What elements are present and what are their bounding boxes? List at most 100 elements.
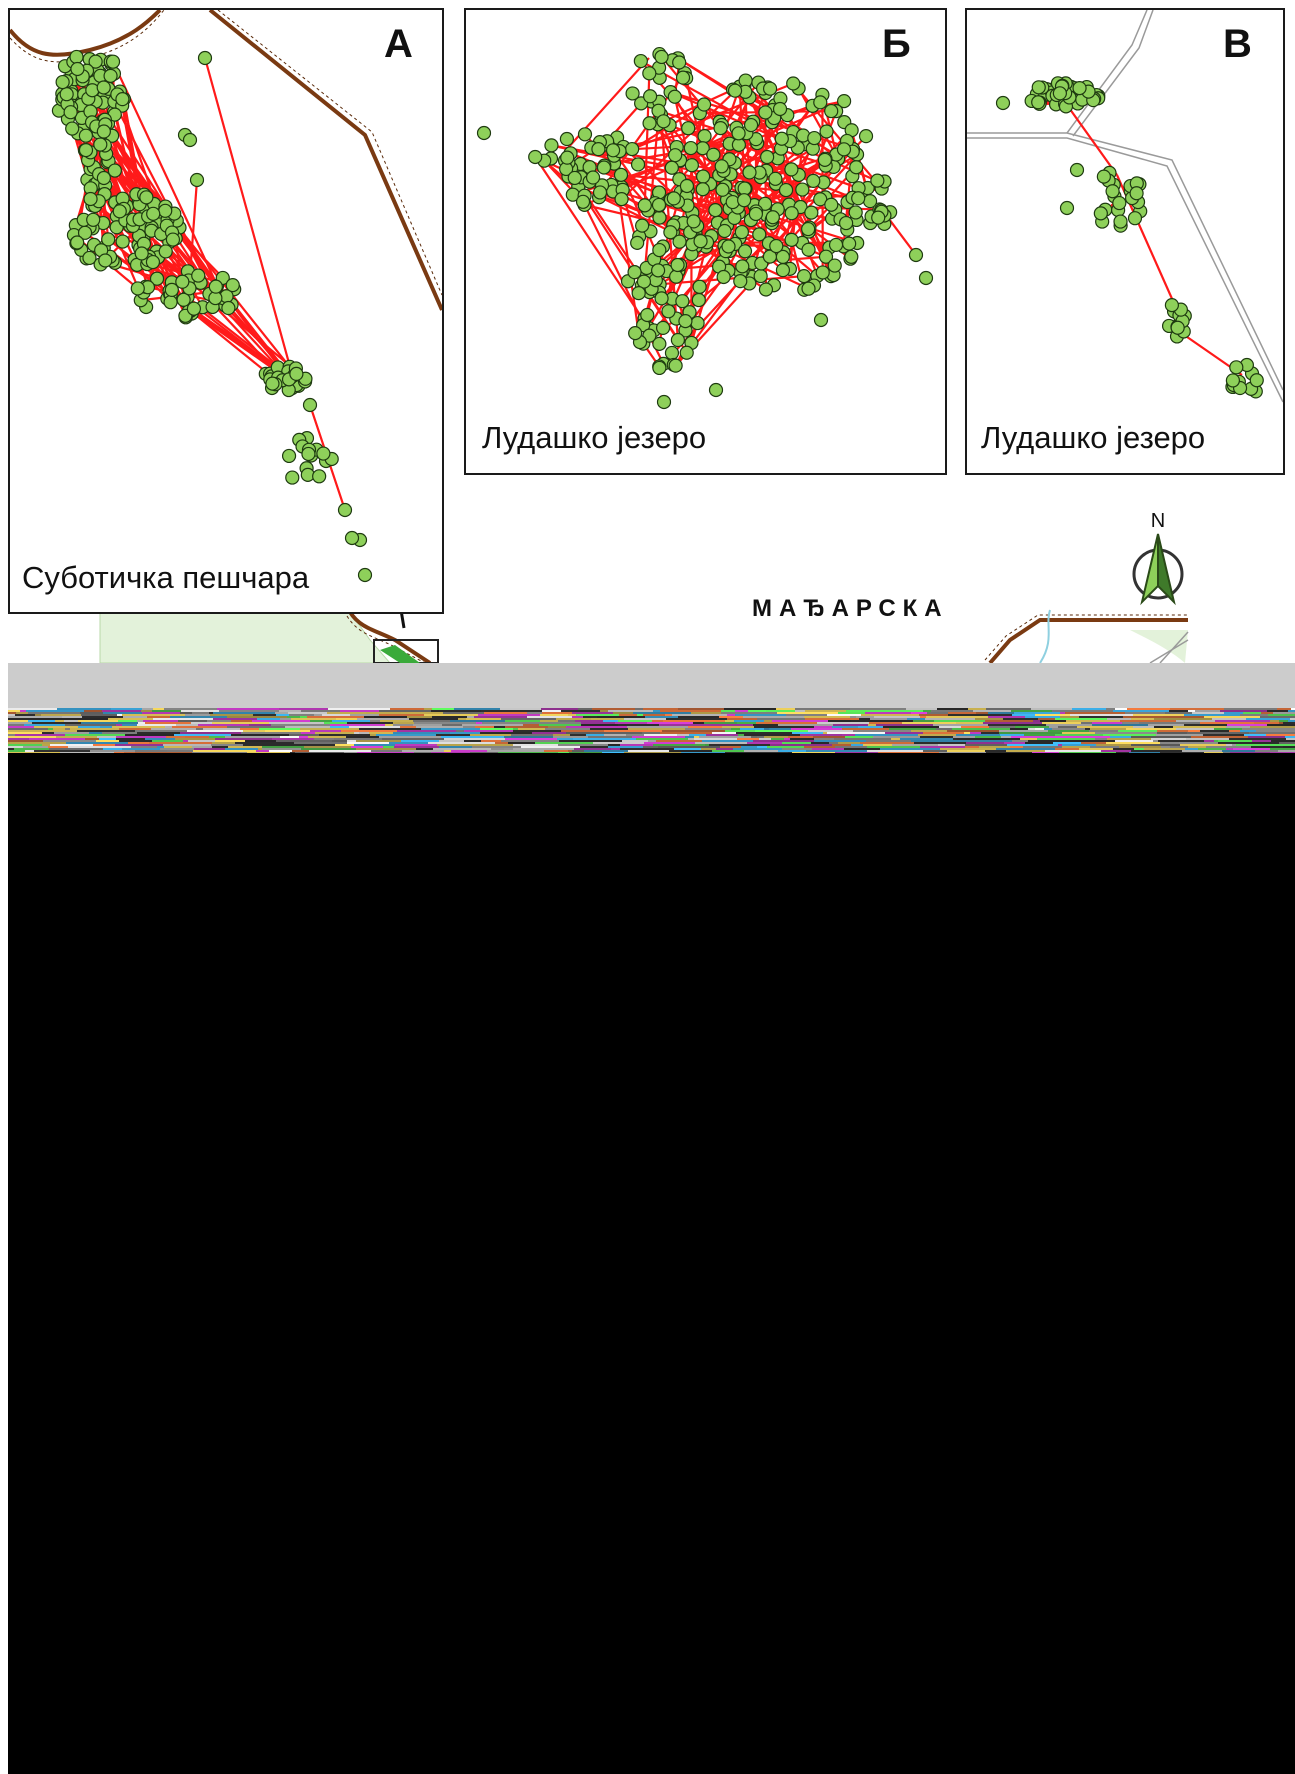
gps-fix-c <box>1229 360 1244 375</box>
gps-fix-a <box>337 502 353 518</box>
protected-area-subotica <box>99 611 391 663</box>
gps-fix-b <box>760 149 775 165</box>
gps-fix-b <box>731 126 746 141</box>
gps-fix-a <box>59 87 74 102</box>
gps-fix-b <box>679 345 694 360</box>
gps-fix-b <box>643 89 658 104</box>
gps-fix-b <box>630 157 646 172</box>
gps-fix-a <box>189 172 205 188</box>
gps-fix-b <box>684 158 699 173</box>
gps-fix-b <box>670 257 685 273</box>
gps-fix-b <box>817 152 832 167</box>
gps-fix-a <box>312 469 327 484</box>
gps-fix-c <box>1052 86 1067 101</box>
gps-fix-b <box>818 249 834 264</box>
gps-fix-b <box>708 382 724 398</box>
panel-place-c: Лудашко језеро <box>981 420 1206 455</box>
gps-fix-b <box>661 304 676 319</box>
gps-fix-b <box>824 103 839 119</box>
gps-fix-b <box>596 160 612 175</box>
gps-fix-a <box>225 278 240 293</box>
gps-fix-b <box>733 274 748 289</box>
gps-fix-a <box>149 271 165 286</box>
gps-fix-b <box>871 210 886 225</box>
gps-fix-b <box>625 86 640 101</box>
gps-fix-b <box>786 76 801 91</box>
gps-fix-a <box>69 49 84 65</box>
state-border <box>10 10 442 311</box>
gps-fix-b <box>630 235 645 250</box>
gps-fix-b <box>666 191 681 206</box>
gps-fix-b <box>696 169 711 184</box>
gps-fix-a <box>175 274 190 289</box>
gps-fix-c <box>1127 211 1143 226</box>
gps-fix-a <box>182 132 198 148</box>
gps-fix-b <box>801 281 816 296</box>
inset-panel-a: А Суботичка пешчара <box>8 8 444 614</box>
gps-fix-b <box>654 49 669 65</box>
gps-fix-b <box>528 149 543 165</box>
gps-fix-b <box>652 360 667 376</box>
gps-fix-b <box>544 138 559 153</box>
gps-fix-c <box>1059 200 1075 216</box>
gps-fix-b <box>667 89 682 104</box>
gps-fix-b <box>625 141 640 157</box>
gps-fix-b <box>849 160 864 175</box>
gps-fix-b <box>813 192 828 207</box>
gps-fix-b <box>631 286 646 301</box>
gps-fix-b <box>690 315 705 331</box>
gps-fix-a <box>302 397 318 413</box>
gps-fix-b <box>637 198 652 213</box>
gps-fix-a <box>93 137 108 152</box>
gps-fix-a <box>70 61 85 77</box>
gps-fix-b <box>778 182 794 198</box>
gps-fix-b <box>742 165 757 180</box>
gps-fix-b <box>627 265 642 280</box>
gps-fix-c <box>1069 162 1085 178</box>
gps-fix-b <box>801 221 816 237</box>
gps-fix-c <box>1129 186 1144 201</box>
gps-fix-b <box>804 205 819 220</box>
gps-fix-a <box>163 295 178 310</box>
gps-fix-b <box>656 114 671 129</box>
gps-fix-a <box>96 170 111 186</box>
gps-fix-c <box>1096 169 1111 184</box>
gps-fix-b <box>560 150 575 165</box>
inset-panel-c: В Лудашко језеро <box>965 8 1285 475</box>
gps-fix-a <box>101 232 116 247</box>
gps-fix-b <box>735 259 750 274</box>
gps-fixes <box>476 46 934 410</box>
panel-letter-c: В <box>1223 22 1252 66</box>
gps-fix-a <box>55 74 70 90</box>
gps-fixes <box>51 49 373 583</box>
overview-map <box>99 552 1189 663</box>
gps-fix-b <box>737 193 752 208</box>
gps-fix-b <box>765 210 780 225</box>
gps-fix-a <box>105 54 121 69</box>
gps-fix-a <box>98 253 113 268</box>
gps-fix-c <box>1072 81 1087 96</box>
gps-fix-a <box>145 254 161 270</box>
gps-fix-b <box>813 95 828 110</box>
gps-fix-a <box>191 268 206 283</box>
gps-fix-c <box>1249 373 1264 388</box>
gps-fix-b <box>559 131 575 147</box>
north-letter: N <box>1150 510 1166 532</box>
gps-fix-b <box>636 274 652 289</box>
gps-fix-b <box>753 268 768 284</box>
gps-fix-b <box>651 263 666 278</box>
gps-fix-b <box>697 129 712 144</box>
gps-fix-b <box>774 131 789 146</box>
gps-fix-c <box>1031 95 1046 110</box>
gps-fix-b <box>721 239 736 254</box>
gps-fix-a <box>285 470 300 485</box>
gps-fix-b <box>784 162 799 177</box>
gps-fix-b <box>592 185 608 200</box>
gps-fix-b <box>675 294 690 309</box>
gps-fix-a <box>146 206 161 221</box>
gps-fix-a <box>139 190 154 205</box>
gps-fix-a <box>158 244 173 259</box>
gps-fix-b <box>696 97 712 112</box>
locator-box-a <box>373 639 439 663</box>
gps-fix-b <box>642 116 657 131</box>
